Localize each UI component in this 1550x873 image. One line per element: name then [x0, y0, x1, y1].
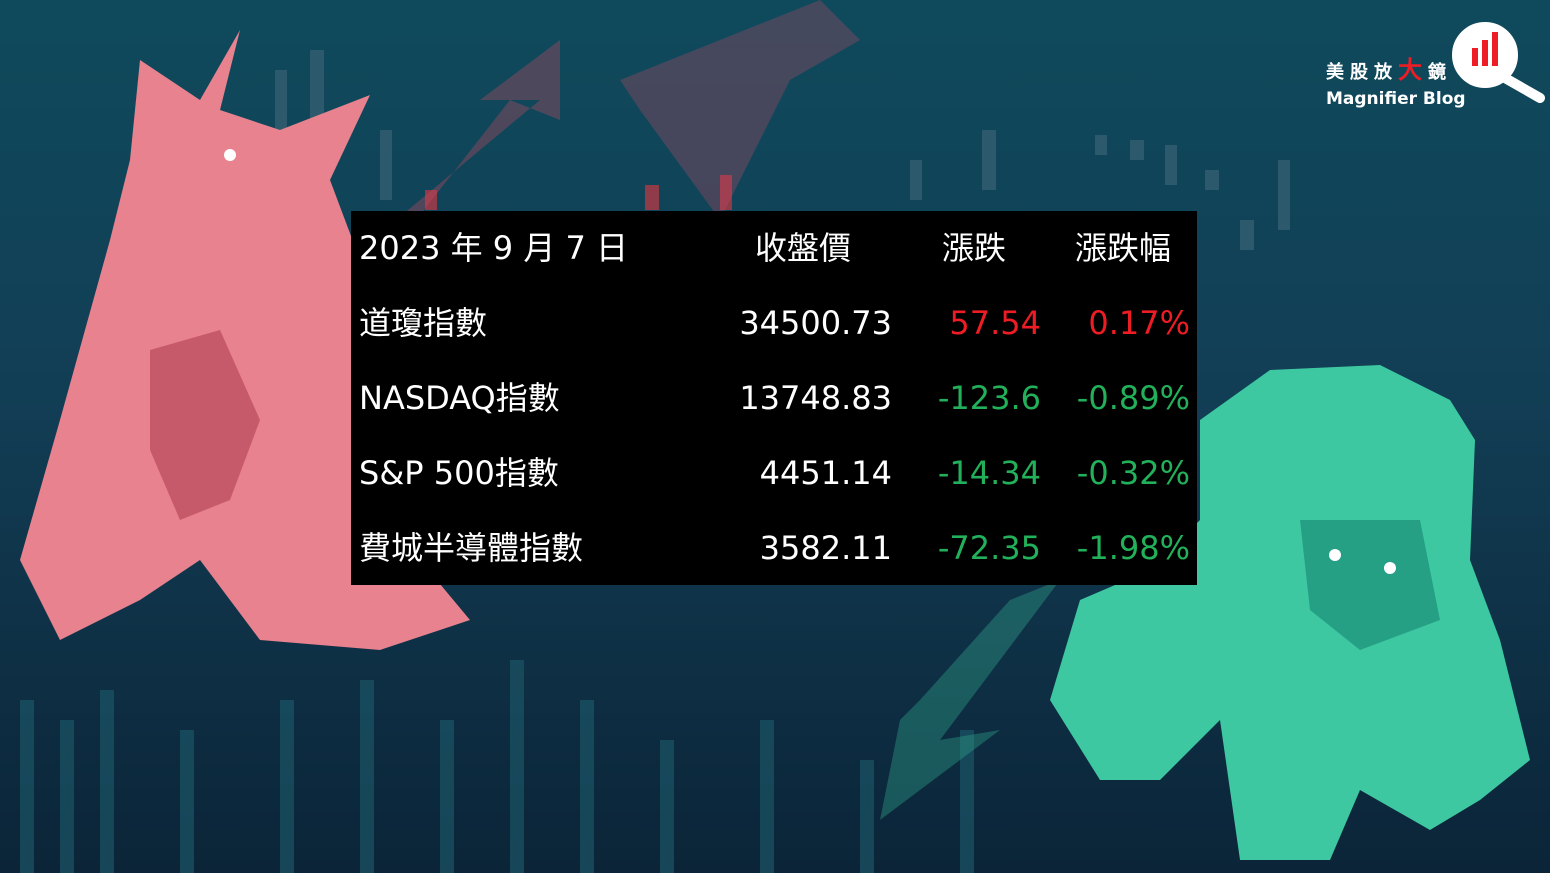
- change: -72.35: [937, 529, 1041, 567]
- logo-title-part: 鏡: [1428, 62, 1452, 83]
- index-name: 道瓊指數: [359, 304, 488, 342]
- logo-title-part: 大: [1398, 56, 1428, 84]
- logo: 美股放大鏡 Magnifier Blog: [1326, 50, 1466, 109]
- header-date: 2023 年 9 月 7 日: [359, 229, 629, 267]
- logo-title: 美股放大鏡: [1326, 50, 1466, 85]
- logo-title-part: 美股放: [1326, 62, 1398, 83]
- change: -123.6: [937, 379, 1041, 417]
- index-name: NASDAQ指數: [359, 379, 560, 417]
- change-percent: -1.98%: [1076, 529, 1190, 567]
- close-price: 34500.73: [739, 304, 892, 342]
- close-price: 13748.83: [739, 379, 892, 417]
- header-change: 漲跌: [941, 229, 1006, 267]
- change-percent: 0.17%: [1088, 304, 1190, 342]
- change-percent: -0.89%: [1076, 379, 1190, 417]
- index-name: 費城半導體指數: [359, 529, 584, 567]
- header-close: 收盤價: [754, 229, 851, 267]
- change: 57.54: [949, 304, 1041, 342]
- index-table: 2023 年 9 月 7 日 收盤價 漲跌 漲跌幅道瓊指數 34500.73 57.54 0…: [351, 211, 1197, 585]
- close-price: 4451.14: [759, 454, 892, 492]
- change: -14.34: [937, 454, 1041, 492]
- index-name: S&P 500指數: [359, 454, 559, 492]
- logo-subtitle: Magnifier Blog: [1326, 89, 1466, 109]
- change-percent: -0.32%: [1076, 454, 1190, 492]
- header-pct: 漲跌幅: [1074, 229, 1171, 267]
- close-price: 3582.11: [759, 529, 892, 567]
